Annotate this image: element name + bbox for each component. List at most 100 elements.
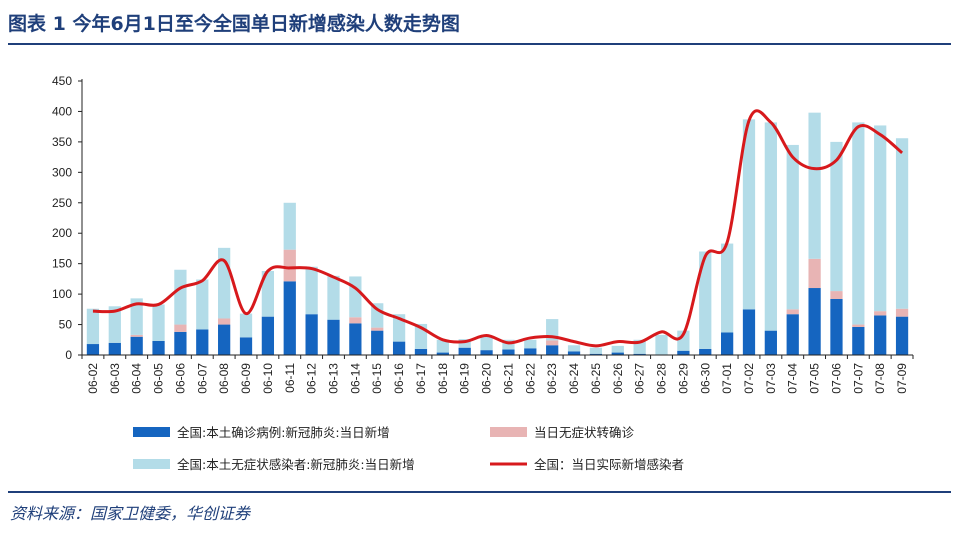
bar-segment-s0-06-14 [349,323,362,355]
legend-swatch-1 [490,427,527,437]
x-tick-label: 06-08 [217,363,231,394]
bar-segment-s0-06-29 [677,350,690,355]
line-point-06-10 [267,270,269,272]
bar-segment-s0-06-30 [699,348,712,355]
bar-segment-s2-07-06 [830,141,843,292]
line-point-06-26 [617,341,619,343]
bar-segment-s0-06-04 [130,336,143,355]
x-tick-label: 06-23 [545,363,559,394]
bar-segment-s0-06-12 [305,314,318,355]
bar-segment-s0-06-16 [392,341,406,355]
bar-segment-s0-07-02 [742,309,756,355]
bar-segment-s1-07-06 [830,291,843,299]
bar-segment-s0-06-20 [480,350,493,355]
line-point-07-06 [836,159,838,161]
bar-segment-s0-06-13 [327,319,340,355]
line-point-06-16 [398,318,400,320]
x-tick-label: 07-04 [786,363,800,394]
x-tick-label: 07-06 [829,363,843,394]
bar-segment-s2-06-09 [239,313,253,338]
line-point-06-13 [333,276,335,278]
line-point-06-07 [201,280,203,282]
line-point-07-04 [792,156,794,158]
bar-layer [86,112,909,355]
x-tick-label: 06-25 [589,363,603,394]
bar-segment-s0-07-05 [808,288,821,355]
line-point-07-05 [814,168,816,170]
line-point-06-28 [661,331,663,333]
legend-label-3: 全国：当日实际新增感染者 [534,457,684,472]
bar-segment-s2-06-20 [480,335,493,351]
y-tick-label: 450 [52,74,72,88]
x-tick-label: 07-07 [851,363,865,394]
bar-segment-s0-06-11 [283,281,296,355]
bar-segment-s2-06-21 [502,339,515,350]
line-point-06-22 [530,337,532,339]
bar-segment-s2-06-29 [677,330,690,351]
line-point-07-07 [858,126,860,128]
bar-segment-s0-07-06 [830,298,843,355]
line-point-06-05 [158,304,160,306]
line-point-06-30 [704,256,706,258]
y-tick-label: 300 [52,165,72,179]
x-tick-label: 06-07 [195,363,209,394]
legend: 全国:本土确诊病例:新冠肺炎:当日新增 当日无症状转确诊全国:本土无症状感染者:新… [133,425,684,472]
bar-segment-s2-06-28 [655,334,668,355]
legend-swatch-0 [133,427,170,437]
bar-segment-s0-06-06 [174,331,187,355]
bar-segment-s2-06-24 [567,345,581,352]
x-tick-label: 06-04 [130,363,144,394]
x-tick-label: 06-17 [414,363,428,394]
bar-segment-s2-06-10 [261,270,275,317]
bar-segment-s2-06-14 [349,276,362,318]
bar-segment-s2-06-30 [699,251,712,349]
x-tick-label: 06-16 [392,363,406,394]
bar-segment-s1-06-11 [283,249,296,282]
bar-segment-s0-06-05 [152,341,165,355]
line-point-06-21 [508,342,510,344]
legend-swatch-2 [133,459,170,469]
bar-segment-s0-06-07 [196,329,209,355]
bar-segment-s1-07-07 [852,324,865,327]
bar-segment-s2-06-02 [86,308,100,345]
bar-segment-s0-06-10 [261,316,275,355]
line-point-06-20 [486,335,488,337]
line-point-07-03 [770,122,772,124]
bar-segment-s0-06-03 [108,342,121,355]
x-tick-label: 06-26 [611,363,625,394]
bar-segment-s2-07-07 [852,122,865,325]
bar-segment-s0-06-24 [567,351,581,355]
bar-segment-s1-06-06 [174,324,187,332]
x-tick-label: 07-08 [873,363,887,394]
legend-label-2: 全国:本土无症状感染者:新冠肺炎:当日新增 [177,457,415,472]
bar-segment-s0-06-25 [589,353,603,355]
line-point-06-17 [420,327,422,329]
bar-segment-s2-06-11 [283,202,296,250]
line-point-06-02 [92,310,94,312]
bar-segment-s2-06-22 [524,339,537,349]
bar-segment-s0-06-22 [524,348,537,355]
x-tick-label: 06-21 [501,363,515,394]
line-point-06-25 [595,345,597,347]
x-tick-label: 06-11 [283,363,297,393]
bar-segment-s0-06-26 [611,352,624,355]
x-tick-label: 06-12 [305,363,319,394]
x-tick-label: 07-03 [764,363,778,394]
bar-segment-s0-07-07 [852,326,865,355]
line-point-07-08 [879,134,881,136]
bar-segment-s2-07-02 [742,119,756,310]
x-tick-label: 06-30 [698,363,712,394]
x-tick-label: 06-09 [239,363,253,394]
y-tick-label: 350 [52,135,72,149]
line-layer [92,109,904,348]
bar-segment-s2-06-18 [436,339,449,353]
x-tick-label: 06-03 [108,363,122,394]
line-point-06-11 [289,267,291,269]
bar-segment-s0-06-21 [502,349,515,355]
bar-segment-s0-06-09 [239,337,253,355]
bar-segment-s0-07-01 [721,332,734,355]
x-tick-label: 06-02 [86,363,100,394]
line-point-06-27 [639,341,641,343]
y-tick-label: 250 [52,196,72,210]
